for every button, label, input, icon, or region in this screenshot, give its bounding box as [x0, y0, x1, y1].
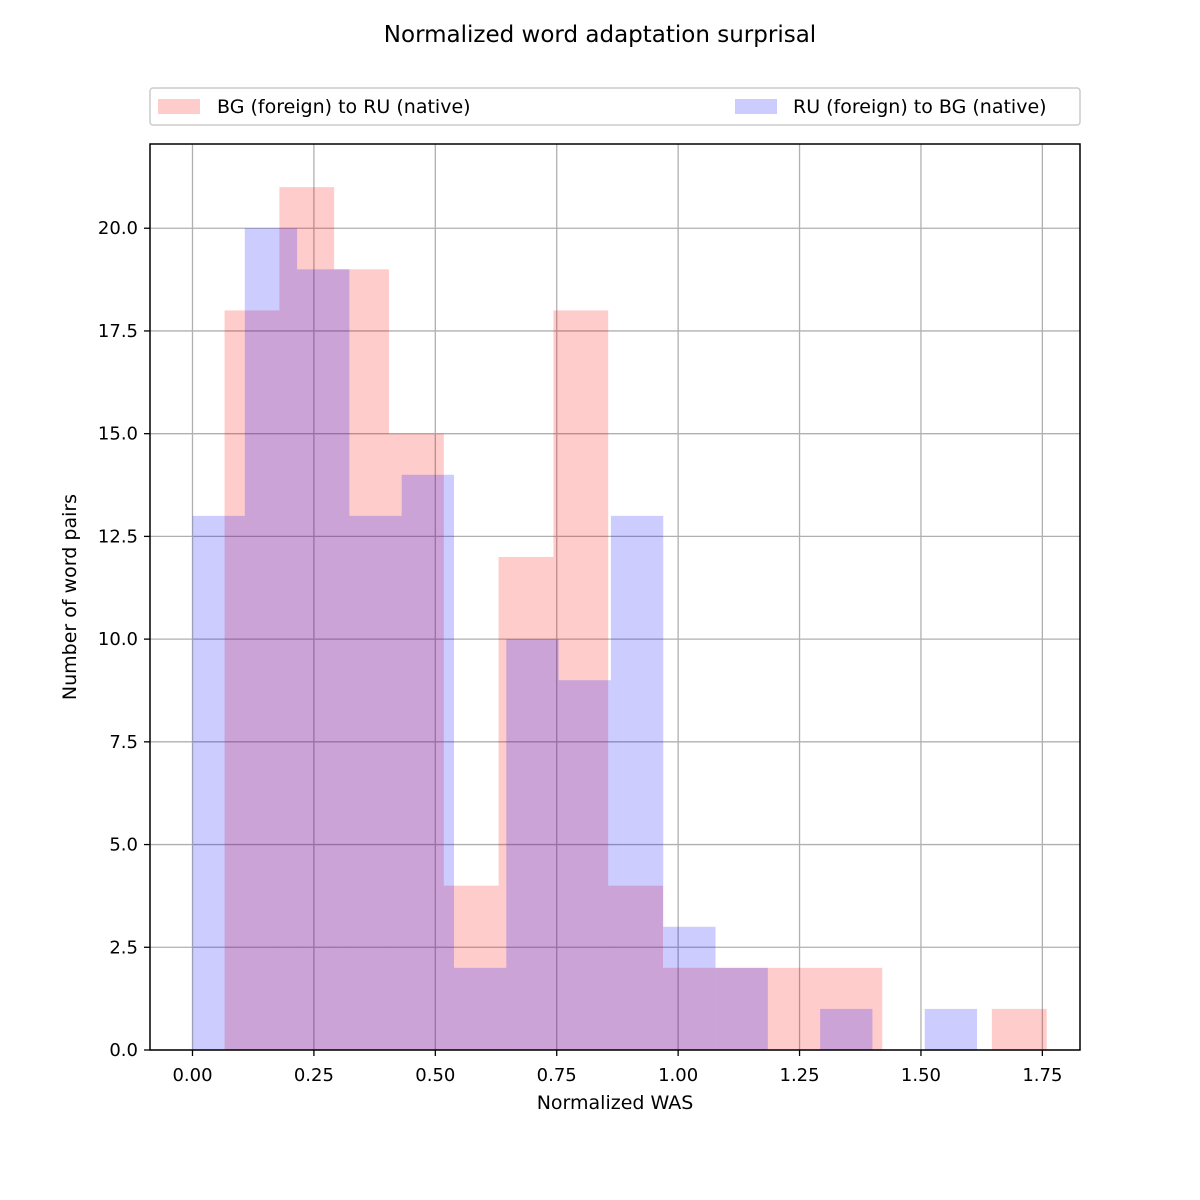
- x-tick-label-4: 1.00: [658, 1065, 698, 1086]
- y-tick-label-3: 7.5: [109, 732, 138, 753]
- y-tick-label-2: 5.0: [109, 835, 138, 856]
- chart-legend: BG (foreign) to RU (native) RU (foreign)…: [149, 87, 1081, 126]
- x-tick-label-0: 0.00: [172, 1065, 212, 1086]
- bar-series-1-bin-2: [297, 269, 350, 1051]
- bar-series-0-bin-14: [991, 1008, 1047, 1050]
- bar-series-1-bin-12: [820, 1008, 873, 1050]
- x-axis-ticks: 0.00 0.25 0.50 0.75 1.00 1.25 1.50 1.75: [172, 1050, 1062, 1086]
- series-1-bars: [192, 228, 978, 1051]
- bar-series-0-bin-6: [553, 310, 609, 1050]
- plot-frame: [149, 143, 1081, 1051]
- x-axis-label: Normalized WAS: [537, 1092, 694, 1114]
- x-tick-label-5: 1.25: [780, 1065, 820, 1086]
- bar-series-1-bin-1: [244, 228, 298, 1050]
- bar-series-0-bin-11: [827, 967, 883, 1050]
- bar-series-1-bin-8: [610, 515, 664, 1050]
- bar-series-0-bin-10: [772, 967, 828, 1050]
- y-tick-label-8: 20.0: [98, 218, 138, 239]
- chart-title: Normalized word adaptation surprisal: [384, 22, 816, 48]
- x-tick-label-6: 1.50: [901, 1065, 941, 1086]
- bar-series-1-bin-7: [558, 680, 611, 1050]
- y-axis-label: Number of word pairs: [59, 494, 81, 700]
- bar-series-0-bin-7: [608, 885, 664, 1050]
- bar-series-0-bin-4: [443, 885, 499, 1050]
- bar-series-0-bin-8: [663, 967, 718, 1050]
- legend-label-ru-to-bg: RU (foreign) to BG (native): [793, 96, 1047, 118]
- y-axis-ticks: 0.0 2.5 5.0 7.5 10.0 12.5 15.0 17.5 20.0: [98, 218, 150, 1061]
- bar-series-1-bin-6: [506, 639, 559, 1050]
- x-tick-label-2: 0.50: [415, 1065, 455, 1086]
- y-tick-label-4: 10.0: [98, 629, 138, 650]
- bar-series-0-bin-3: [388, 433, 444, 1050]
- bar-series-1-bin-0: [192, 515, 245, 1050]
- y-tick-label-1: 2.5: [109, 937, 138, 958]
- x-tick-label-1: 0.25: [294, 1065, 334, 1086]
- legend-frame: [149, 87, 1081, 126]
- legend-label-bg-to-ru: BG (foreign) to RU (native): [217, 96, 471, 118]
- y-tick-label-6: 15.0: [98, 424, 138, 445]
- y-tick-label-0: 0.0: [109, 1040, 138, 1061]
- legend-swatch-ru-to-bg: [735, 99, 777, 114]
- histogram-bars: [192, 187, 1047, 1051]
- bar-series-1-bin-3: [349, 515, 402, 1050]
- bar-series-1-bin-9: [663, 926, 716, 1050]
- bar-series-1-bin-4: [401, 474, 455, 1050]
- y-tick-label-5: 12.5: [98, 526, 138, 547]
- bar-series-0-bin-0: [224, 310, 280, 1050]
- bar-series-1-bin-5: [454, 967, 507, 1050]
- x-tick-label-7: 1.75: [1022, 1065, 1062, 1086]
- bar-series-1-bin-14: [924, 1008, 978, 1050]
- bar-series-0-bin-2: [334, 269, 389, 1051]
- y-tick-label-7: 17.5: [98, 321, 138, 342]
- bar-series-0-bin-9: [717, 967, 773, 1050]
- x-tick-label-3: 0.75: [537, 1065, 577, 1086]
- bar-series-1-bin-10: [715, 967, 768, 1050]
- legend-swatch-bg-to-ru: [158, 99, 200, 114]
- series-0-bars: [224, 187, 1047, 1051]
- grid-lines: [150, 144, 1080, 1051]
- bar-series-0-bin-5: [498, 556, 554, 1050]
- bar-series-0-bin-1: [279, 187, 335, 1051]
